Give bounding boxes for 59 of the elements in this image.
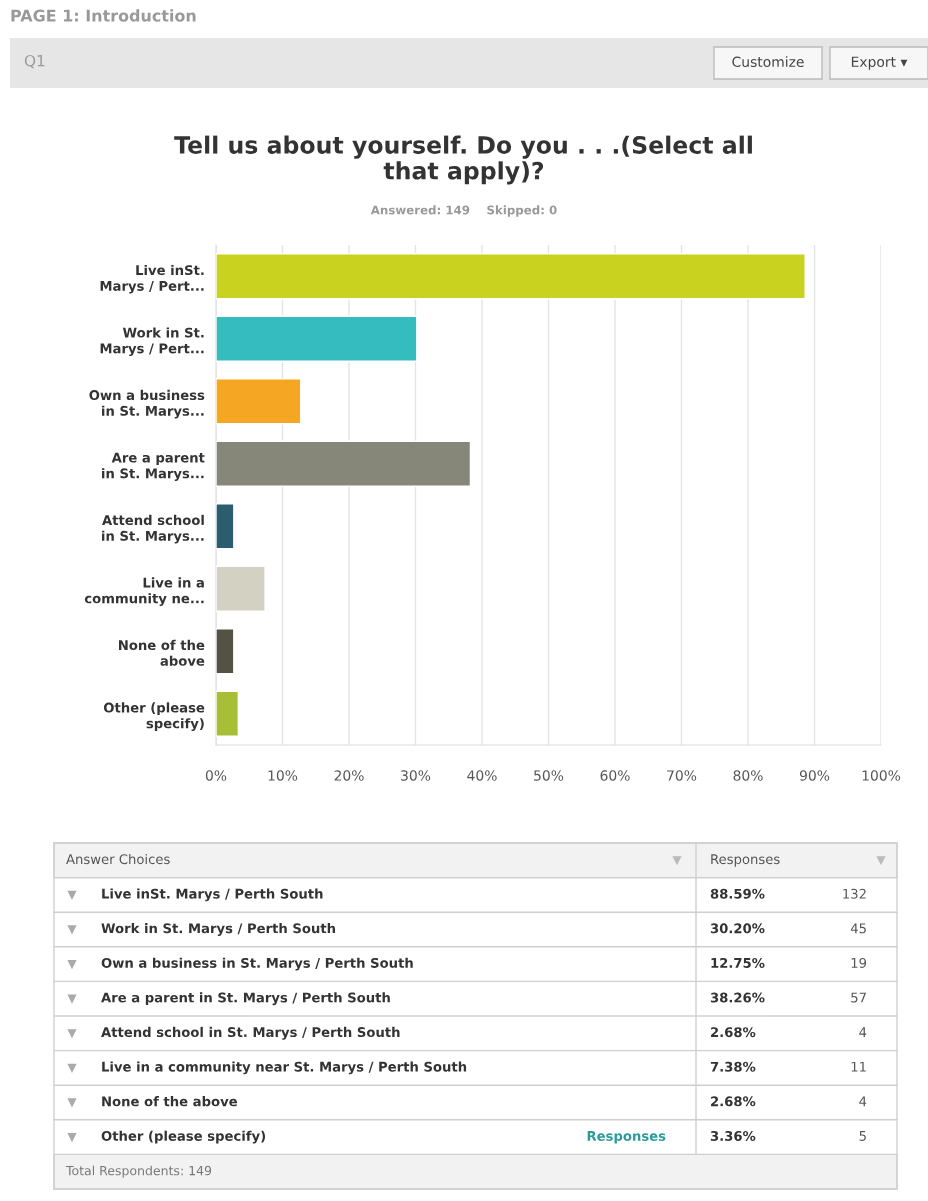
- text: 4: [859, 1096, 867, 1107]
- bar: [216, 628, 235, 675]
- text: 2.68%: [711, 1096, 756, 1107]
- text: 38.26%: [710, 992, 765, 1003]
- text: 2.68%: [711, 1027, 756, 1038]
- text: 132: [843, 888, 866, 899]
- text: Own a business in St. Marys / Perth South: [101, 957, 413, 971]
- text: 57: [851, 992, 866, 1003]
- y-tick-label: Live inSt. Marys / Pert...: [100, 264, 204, 294]
- x-tick-label: 80%: [733, 770, 763, 781]
- x-tick-label: 30%: [401, 770, 431, 781]
- text: Responses: [587, 1131, 666, 1144]
- bar: [216, 378, 302, 425]
- x-tick-label: 60%: [600, 770, 630, 781]
- text: Attend school in St. Marys / Perth South: [101, 1026, 400, 1040]
- y-tick-label: Other (please specify): [103, 702, 205, 731]
- text: Work in St. Marys / Perth South: [101, 923, 335, 936]
- text: Customize: [732, 56, 804, 68]
- text: Answer Choices: [66, 853, 170, 865]
- text: Export ▾: [851, 56, 908, 70]
- y-tick-label: Work in St. Marys / Pert...: [100, 327, 204, 357]
- bar: [216, 690, 240, 737]
- text: 12.75%: [711, 957, 765, 968]
- x-tick-label: 20%: [334, 770, 364, 781]
- x-tick-label: 100%: [862, 770, 901, 781]
- bar: [216, 503, 235, 550]
- bar: [216, 565, 266, 612]
- y-tick-label: None of the above: [119, 639, 205, 666]
- y-tick-label: Live in a community ne...: [84, 577, 204, 606]
- text: Q1: [24, 54, 45, 69]
- text: Total Respondents: 149: [65, 1165, 212, 1178]
- y-tick-label: Own a business in St. Marys...: [89, 389, 205, 419]
- x-tick-label: 90%: [799, 770, 830, 781]
- x-tick-label: 10%: [268, 770, 298, 781]
- x-tick-label: 40%: [467, 770, 497, 781]
- text: Live in a community near St. Marys / Perth South: [102, 1061, 467, 1075]
- x-tick-label: 70%: [667, 770, 697, 781]
- text: 19: [851, 957, 867, 968]
- chart-subtitle: Answered: 149 Skipped: 0: [370, 205, 557, 217]
- text: 3.36%: [710, 1130, 756, 1141]
- text: Responses: [711, 854, 780, 867]
- text: 45: [850, 923, 866, 934]
- bar: [216, 440, 472, 487]
- y-tick-label: Are a parent in St. Marys...: [102, 452, 205, 481]
- text: 11: [851, 1061, 866, 1072]
- text: 30.20%: [710, 923, 765, 934]
- y-tick-label: Attend school in St. Marys...: [102, 514, 204, 544]
- text: 5: [859, 1131, 866, 1141]
- text: 4: [859, 1027, 867, 1037]
- bar: [216, 315, 418, 362]
- text: 88.59%: [710, 888, 765, 899]
- text: Are a parent in St. Marys / Perth South: [101, 992, 390, 1006]
- x-tick-label: 0%: [205, 770, 227, 781]
- text: PAGE 1: Introduction: [11, 9, 196, 22]
- text: 7.38%: [710, 1061, 756, 1072]
- x-tick-label: 50%: [534, 770, 564, 781]
- bar: [216, 253, 806, 300]
- text: Live inSt. Marys / Perth South: [102, 888, 323, 902]
- chart-title: Tell us about yourself. Do you . . .(Select all that apply)?: [174, 135, 752, 185]
